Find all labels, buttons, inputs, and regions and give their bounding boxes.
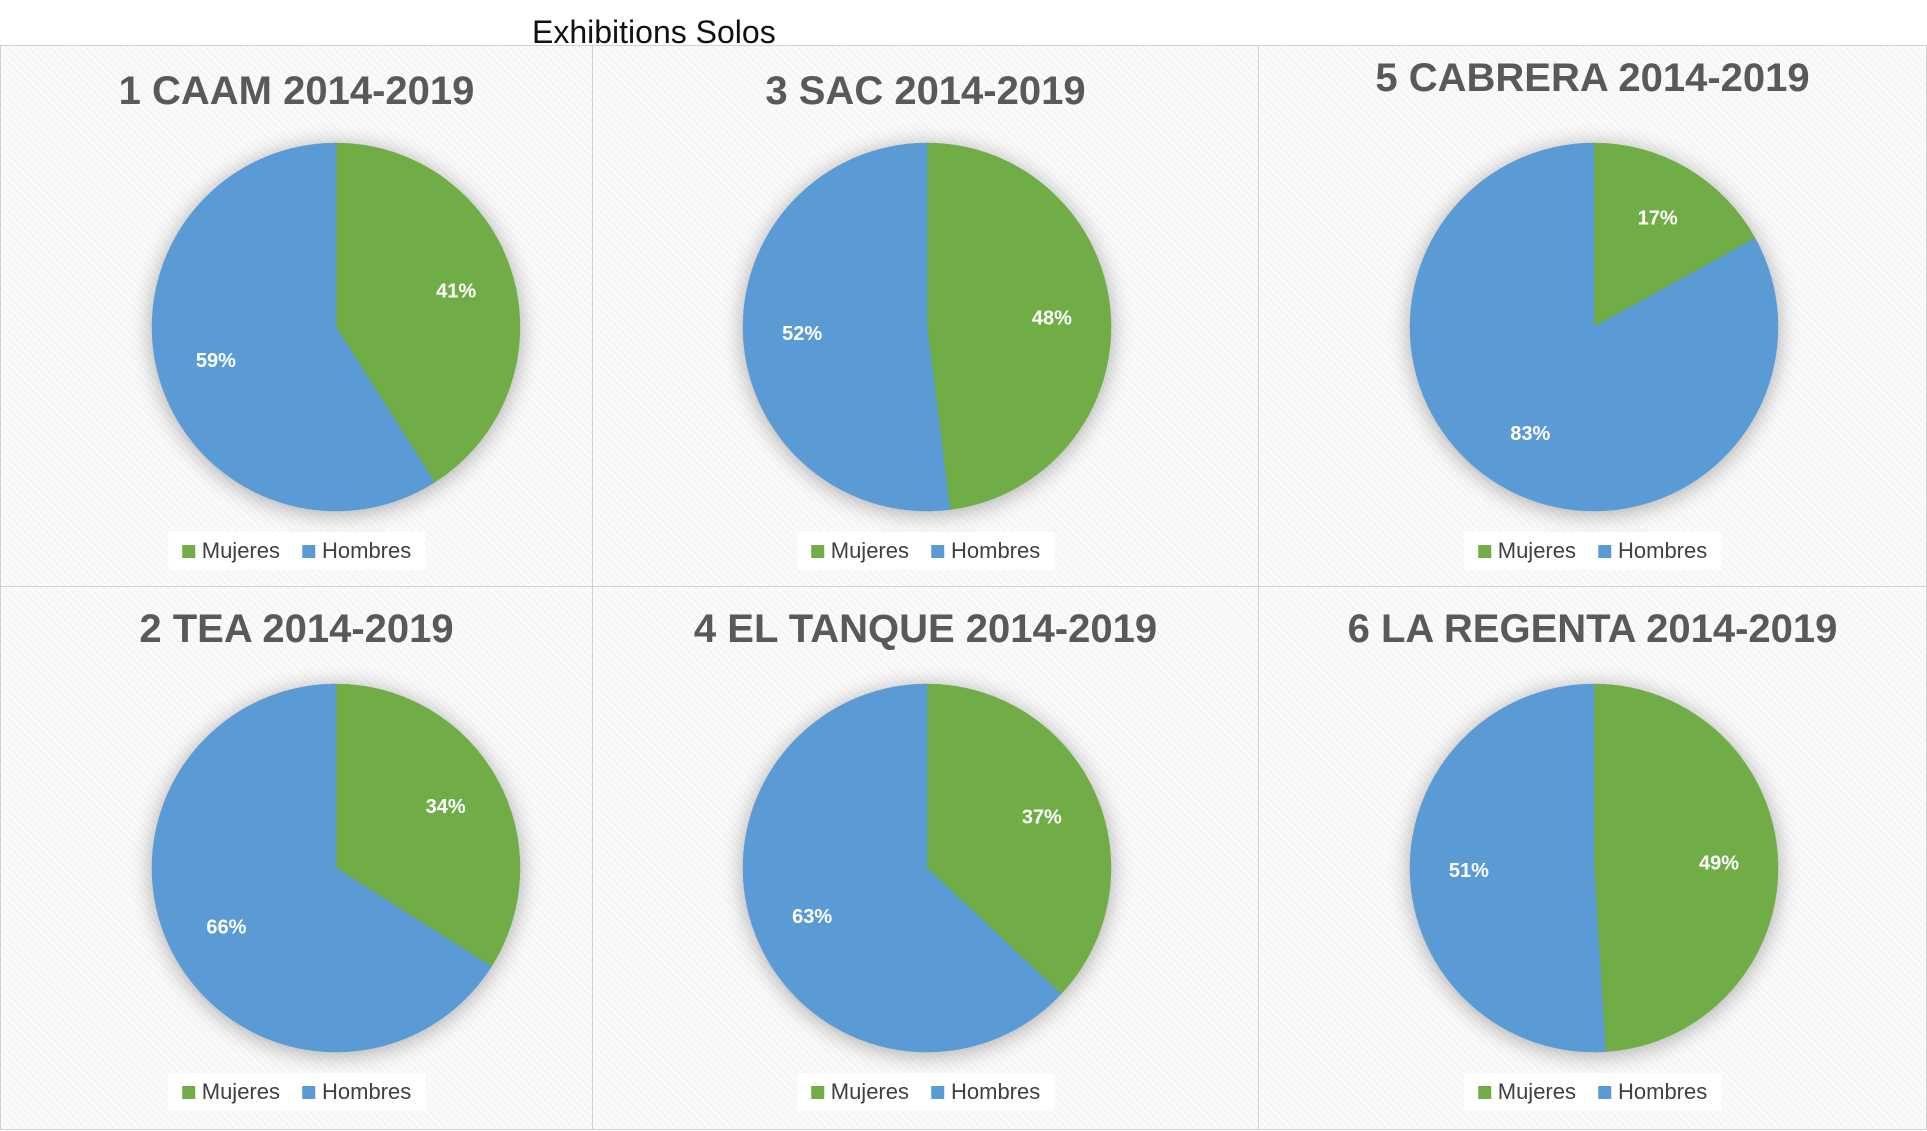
data-label-mujeres: 17% — [1638, 208, 1678, 230]
data-label-hombres: 83% — [1510, 423, 1550, 445]
chart-legend: Mujeres Hombres — [796, 532, 1055, 570]
legend-label-hombres: Hombres — [951, 1079, 1041, 1104]
legend-label-mujeres: Mujeres — [830, 538, 909, 563]
legend-swatch-hombres — [302, 1085, 315, 1099]
pie-chart: 41% 59% — [150, 142, 522, 516]
pie-slice-mujeres — [1593, 142, 1756, 328]
chart-panel-cabrera: 5 CABRERA 2014-2019 17% 83% Mujeres Hombr… — [1258, 45, 1927, 587]
legend-item-hombres: Hombres — [1598, 538, 1707, 564]
pie-slice-hombres — [742, 142, 951, 512]
legend-swatch-mujeres — [1477, 544, 1491, 558]
legend-item-hombres: Hombres — [931, 538, 1040, 564]
legend-swatch-mujeres — [810, 1085, 824, 1099]
pie-slice-hombres — [151, 142, 435, 512]
legend-swatch-hombres — [302, 544, 315, 558]
legend-item-mujeres: Mujeres — [181, 1079, 280, 1105]
legend-item-mujeres: Mujeres — [810, 1079, 909, 1105]
legend-label-mujeres: Mujeres — [1497, 1079, 1576, 1104]
data-label-hombres: 66% — [206, 917, 246, 939]
data-label-mujeres: 48% — [1032, 307, 1072, 329]
chart-legend: Mujeres Hombres — [796, 1073, 1055, 1111]
legend-swatch-mujeres — [810, 544, 824, 558]
legend-item-hombres: Hombres — [302, 1079, 411, 1105]
legend-item-hombres: Hombres — [302, 538, 411, 564]
legend-label-hombres: Hombres — [322, 538, 412, 563]
data-label-mujeres: 34% — [426, 796, 466, 818]
legend-label-mujeres: Mujeres — [201, 538, 280, 563]
chart-title: 1 CAAM 2014-2019 — [118, 69, 475, 113]
legend-swatch-hombres — [931, 544, 944, 558]
chart-legend: Mujeres Hombres — [167, 1073, 426, 1111]
legend-label-hombres: Hombres — [1618, 538, 1708, 563]
chart-panel-el-tanque: 4 EL TANQUE 2014-2019 37% 63% Mujeres Hom… — [592, 586, 1259, 1130]
chart-title: 5 CABRERA 2014-2019 — [1375, 56, 1810, 100]
pie-slice-mujeres — [1593, 683, 1779, 1052]
data-label-hombres: 51% — [1449, 860, 1489, 882]
legend-swatch-hombres — [931, 1085, 944, 1099]
legend-swatch-mujeres — [181, 1085, 195, 1099]
chart-panel-caam: 1 CAAM 2014-2019 41% 59% Mujeres Hombres — [0, 45, 593, 587]
legend-item-hombres: Hombres — [931, 1079, 1040, 1105]
legend-item-hombres: Hombres — [1598, 1079, 1707, 1105]
chart-title: 6 LA REGENTA 2014-2019 — [1347, 607, 1838, 651]
pie-chart: 48% 52% — [741, 142, 1113, 516]
legend-label-hombres: Hombres — [1618, 1079, 1708, 1104]
legend-label-mujeres: Mujeres — [1497, 538, 1576, 563]
chart-panel-sac: 3 SAC 2014-2019 48% 52% Mujeres Hombres — [592, 45, 1259, 587]
chart-panel-la-regenta: 6 LA REGENTA 2014-2019 49% 51% Mujeres Ho… — [1258, 586, 1927, 1130]
data-label-hombres: 52% — [782, 323, 822, 345]
pie-slice-mujeres — [926, 683, 1112, 995]
legend-label-hombres: Hombres — [951, 538, 1041, 563]
pie-slice-mujeres — [335, 683, 521, 967]
pie-chart: 17% 83% — [1408, 142, 1780, 516]
page-title: Exhibitions Solos — [532, 14, 776, 50]
chart-title: 4 EL TANQUE 2014-2019 — [693, 607, 1158, 651]
pie-slice-hombres — [151, 683, 492, 1053]
legend-swatch-mujeres — [1477, 1085, 1491, 1099]
chart-legend: Mujeres Hombres — [1463, 1073, 1722, 1111]
legend-label-hombres: Hombres — [322, 1079, 412, 1104]
legend-swatch-hombres — [1598, 544, 1611, 558]
legend-item-mujeres: Mujeres — [1477, 1079, 1576, 1105]
legend-swatch-mujeres — [181, 544, 195, 558]
legend-item-mujeres: Mujeres — [810, 538, 909, 564]
pie-slice-hombres — [1409, 683, 1606, 1053]
data-label-mujeres: 49% — [1699, 852, 1739, 874]
legend-swatch-hombres — [1598, 1085, 1611, 1099]
pie-slice-mujeres — [335, 142, 521, 483]
chart-legend: Mujeres Hombres — [167, 532, 426, 570]
pie-slice-mujeres — [926, 142, 1112, 510]
pie-chart: 34% 66% — [150, 683, 522, 1057]
pie-chart: 37% 63% — [741, 683, 1113, 1057]
chart-title: 2 TEA 2014-2019 — [139, 607, 454, 651]
legend-label-mujeres: Mujeres — [201, 1079, 280, 1104]
pie-slice-hombres — [1409, 142, 1779, 512]
data-label-hombres: 63% — [792, 906, 832, 928]
chart-title: 3 SAC 2014-2019 — [765, 69, 1086, 113]
data-label-mujeres: 37% — [1022, 807, 1062, 829]
chart-panel-tea: 2 TEA 2014-2019 34% 66% Mujeres Hombres — [0, 586, 593, 1130]
data-label-hombres: 59% — [196, 350, 236, 372]
legend-item-mujeres: Mujeres — [1477, 538, 1576, 564]
legend-item-mujeres: Mujeres — [181, 538, 280, 564]
legend-label-mujeres: Mujeres — [830, 1079, 909, 1104]
chart-legend: Mujeres Hombres — [1463, 532, 1722, 570]
pie-slice-hombres — [742, 683, 1062, 1053]
pie-chart: 49% 51% — [1408, 683, 1780, 1057]
data-label-mujeres: 41% — [436, 280, 476, 302]
